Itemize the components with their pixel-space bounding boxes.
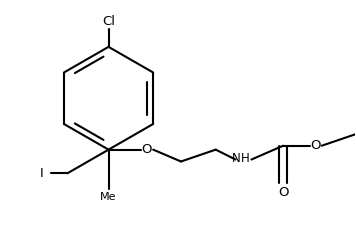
Text: O: O: [278, 186, 288, 199]
Text: H: H: [241, 152, 250, 165]
Text: Cl: Cl: [102, 15, 115, 28]
Text: Me: Me: [100, 192, 117, 202]
Text: N: N: [232, 152, 241, 165]
Text: O: O: [141, 143, 152, 156]
Text: I: I: [40, 167, 43, 180]
Text: O: O: [311, 139, 321, 152]
